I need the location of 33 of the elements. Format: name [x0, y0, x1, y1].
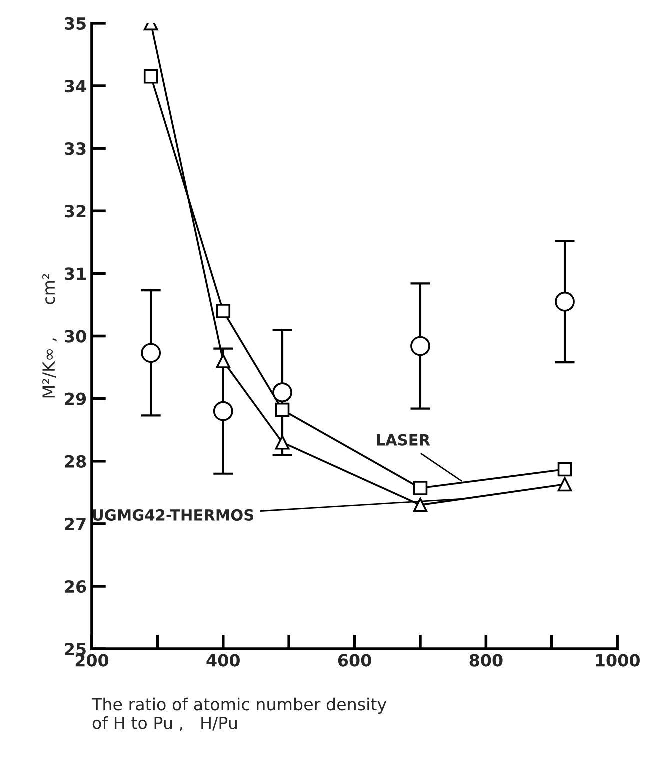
point: [216, 354, 231, 368]
point: [558, 462, 572, 477]
y-tick-label: 28: [65, 455, 86, 468]
y-tick-label: 31: [65, 268, 86, 280]
x-axis-title: The ratio of atomic number density of H to Pu , H/Pu: [92, 698, 387, 732]
y-tick-label: 25: [65, 643, 86, 656]
point: [410, 336, 430, 356]
point: [558, 477, 572, 492]
point: [413, 498, 428, 512]
point: [216, 304, 231, 318]
point: [413, 481, 428, 496]
y-tick-label: 32: [65, 205, 86, 218]
x-tick-label: 1000: [596, 654, 640, 667]
y-tick-label: 34: [65, 80, 86, 93]
y-tick-label: 29: [65, 392, 86, 406]
y-tick-label: 26: [65, 580, 86, 594]
x-tick-label: 600: [338, 654, 372, 667]
x-tick-label: 200: [76, 654, 109, 667]
point: [144, 69, 158, 84]
x-tick-label: 800: [470, 654, 503, 667]
y-tick-label: 30: [65, 330, 86, 343]
point: [555, 292, 575, 312]
point: [272, 382, 292, 402]
point: [275, 435, 290, 450]
series-label: LASER: [377, 434, 430, 446]
point: [213, 401, 234, 422]
point: [141, 343, 162, 364]
y-tick-label: 27: [65, 518, 86, 530]
y-tick-label: 35: [65, 17, 86, 30]
y-tick-label: 33: [65, 142, 86, 156]
y-axis-title: M²/K∞ , cm²: [42, 274, 57, 398]
point: [275, 402, 290, 418]
x-tick-label: 400: [206, 654, 240, 667]
